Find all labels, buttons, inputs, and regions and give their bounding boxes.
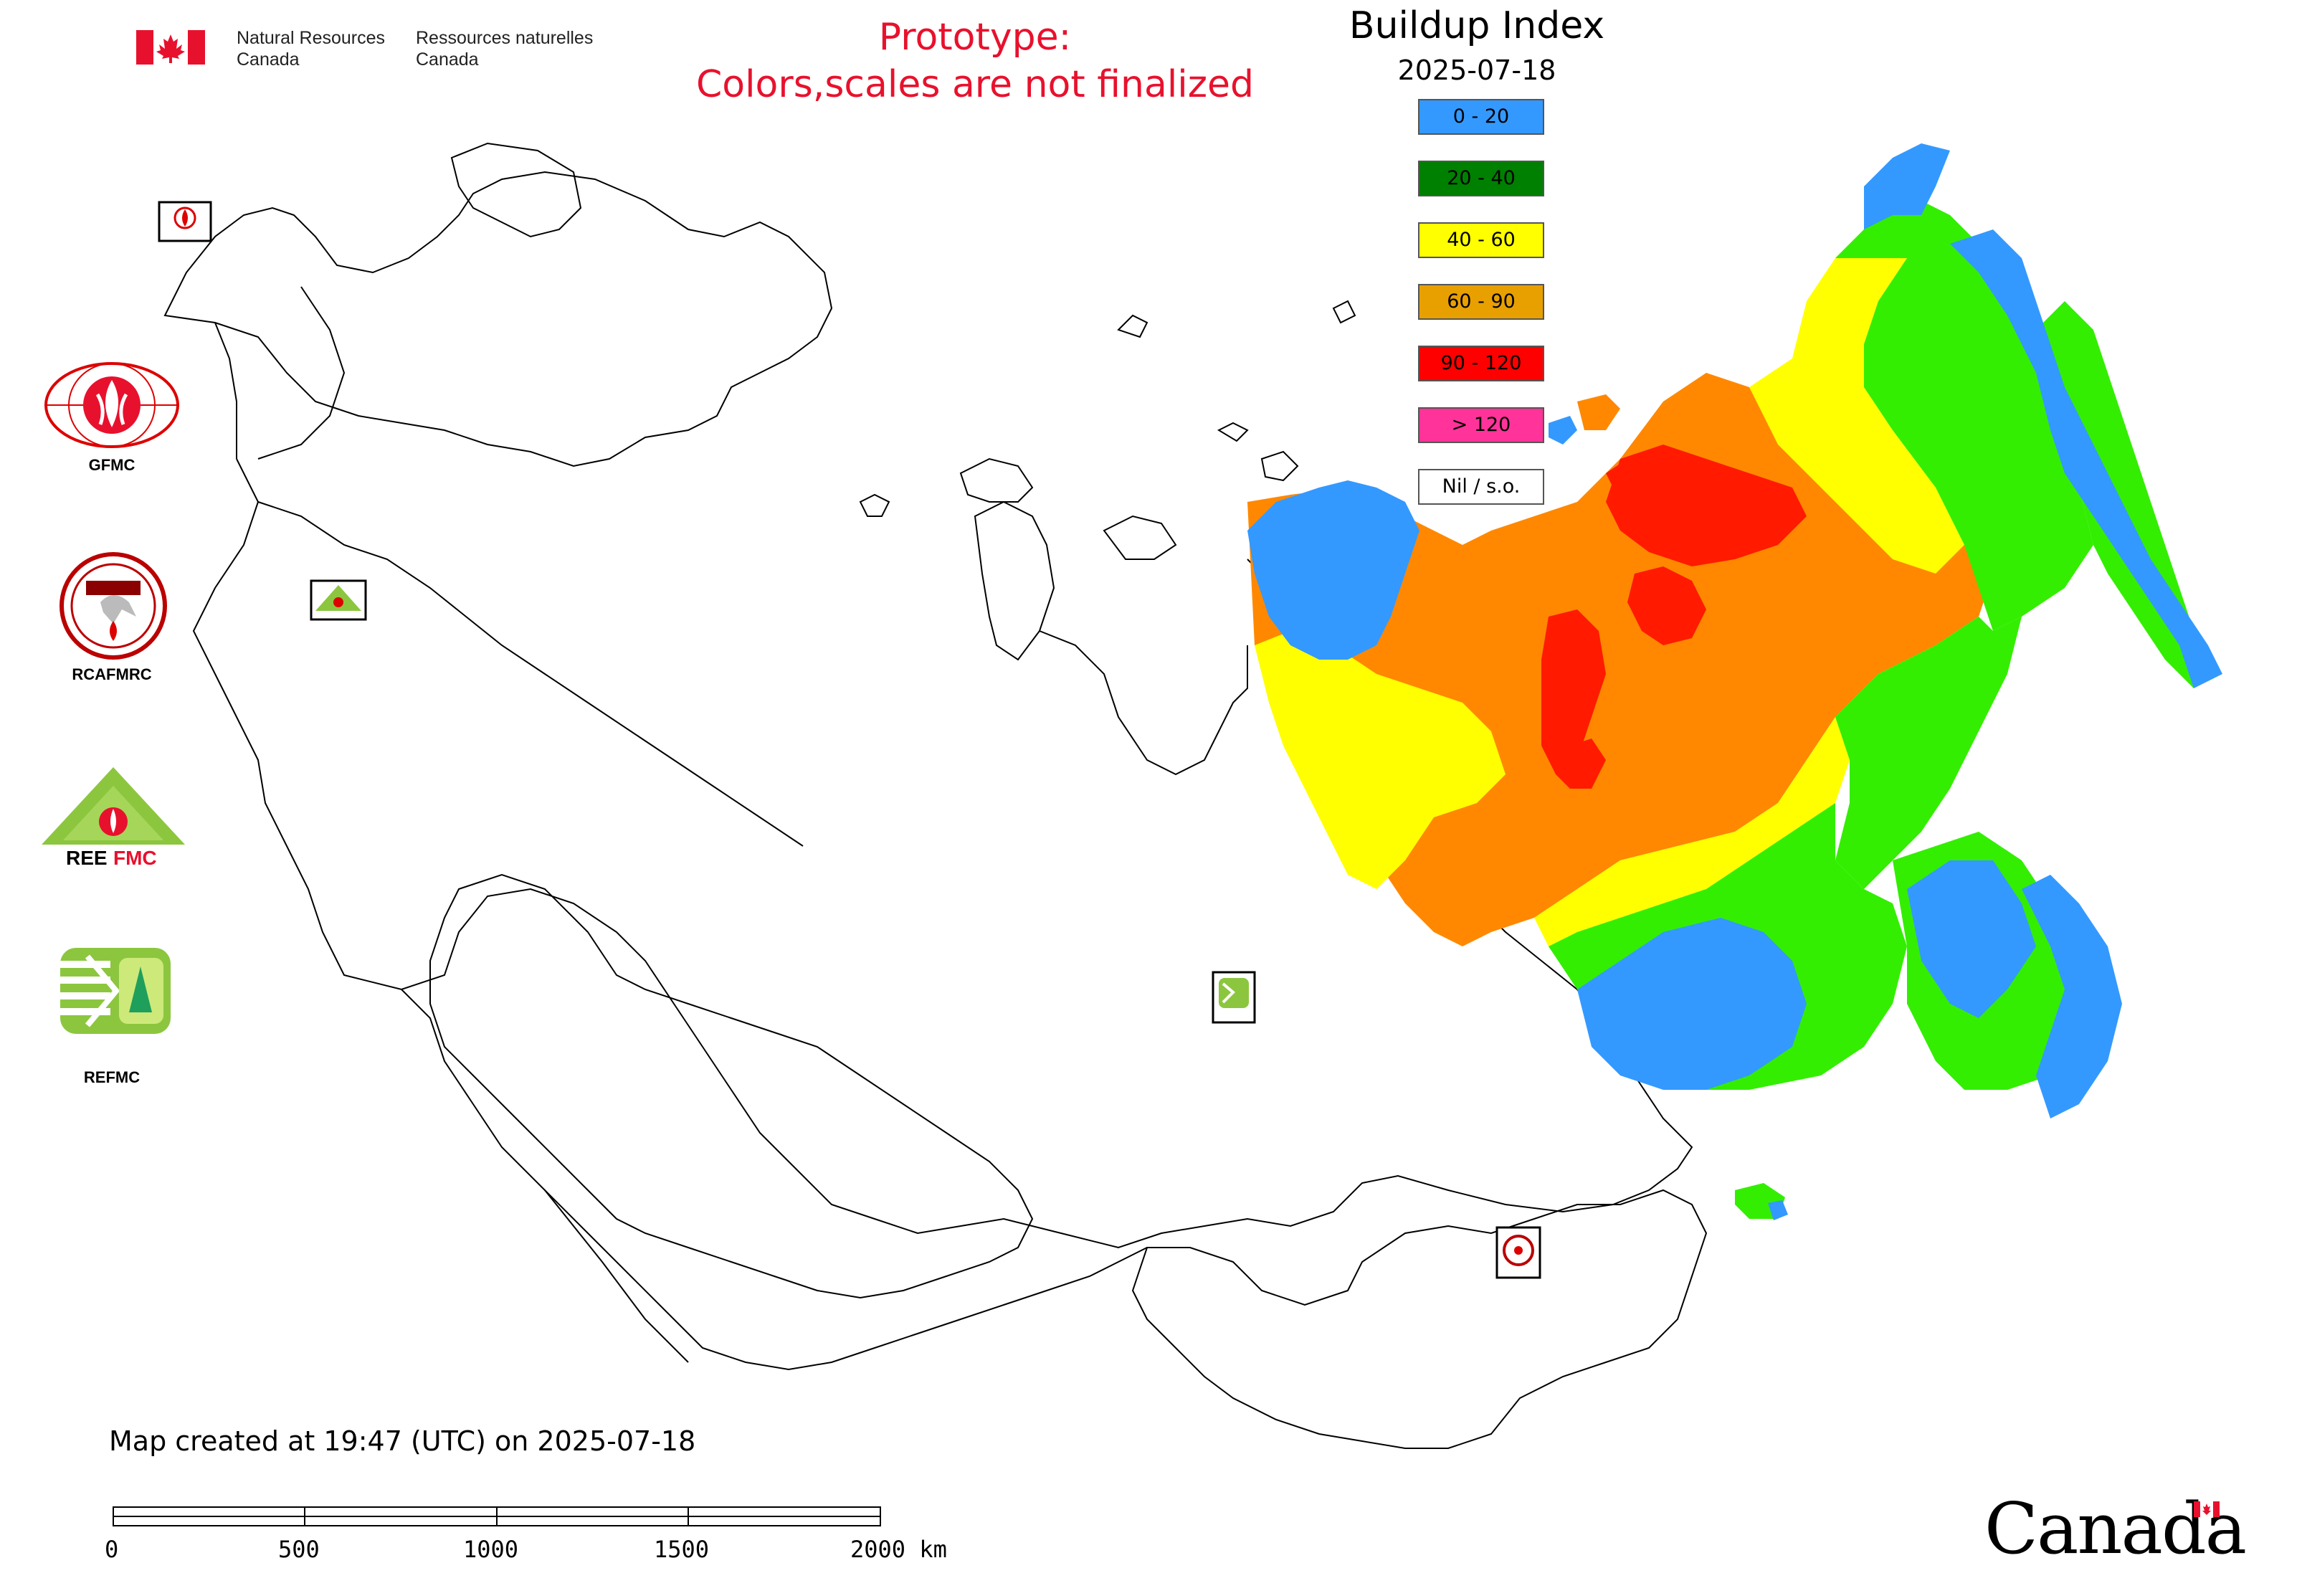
svg-text:FMC: FMC	[113, 847, 157, 869]
department-name-en-line1: Natural Resources	[237, 28, 386, 48]
logo-label-rcafmrc: RCAFMRC	[72, 665, 152, 683]
map-marker-rcafmrc	[1495, 1226, 1541, 1279]
rcafmrc-logo	[60, 552, 167, 660]
logo-label-gfmc: GFMC	[88, 456, 135, 474]
buildup-index-layer	[1247, 143, 2222, 1220]
zone-0-20	[1247, 480, 1419, 660]
department-name-fr-line1: Ressources naturelles	[416, 28, 594, 48]
zone-90-120	[1606, 445, 1807, 566]
map-marker-gfmc	[158, 201, 212, 242]
legend-item-20-40: 20 - 40	[1418, 161, 1544, 196]
map-created-timestamp: Map created at 19:47 (UTC) on 2025-07-18	[109, 1425, 696, 1457]
legend-item-0-20: 0 - 20	[1418, 99, 1544, 135]
scale-tick-1000: 1000	[463, 1536, 519, 1563]
scale-bar	[113, 1506, 881, 1526]
legend-item-90-120: 90 - 120	[1418, 346, 1544, 381]
department-name-en-line2: Canada	[237, 49, 300, 70]
government-signature: Natural Resources Canada Ressources natu…	[136, 26, 609, 77]
scale-tick-0: 0	[105, 1536, 119, 1563]
country-boundaries	[163, 142, 1708, 1449]
logo-label-refmc: REFMC	[83, 1068, 141, 1086]
gfmc-logo	[44, 362, 179, 448]
scale-tick-2000: 2000 km	[850, 1536, 947, 1563]
refmc-logo	[60, 948, 171, 1034]
legend-title: Buildup Index	[1349, 4, 1605, 47]
legend-item-over-120: > 120	[1418, 407, 1544, 443]
reefmc-logo: REE FMC	[42, 767, 185, 869]
scale-tick-1500: 1500	[654, 1536, 710, 1563]
zone-40-60	[1255, 631, 1506, 889]
wordmark-flag-icon	[2194, 1501, 2220, 1517]
scale-tick-500: 500	[278, 1536, 320, 1563]
department-name-fr-line2: Canada	[416, 49, 479, 70]
map-marker-refmc	[1212, 971, 1256, 1024]
map-marker-reefmc	[310, 579, 367, 621]
prototype-notice-line1: Prototype:	[878, 16, 1072, 59]
svg-text:REE: REE	[66, 847, 108, 869]
legend-item-nil: Nil / s.o.	[1418, 469, 1544, 505]
legend-item-40-60: 40 - 60	[1418, 222, 1544, 258]
prototype-notice-line2: Colors,scales are not finalized	[695, 63, 1255, 106]
canada-flag-icon	[136, 30, 205, 65]
legend-date: 2025-07-18	[1397, 54, 1556, 86]
legend-item-60-90: 60 - 90	[1418, 284, 1544, 320]
zone-20-40	[1835, 201, 2093, 631]
